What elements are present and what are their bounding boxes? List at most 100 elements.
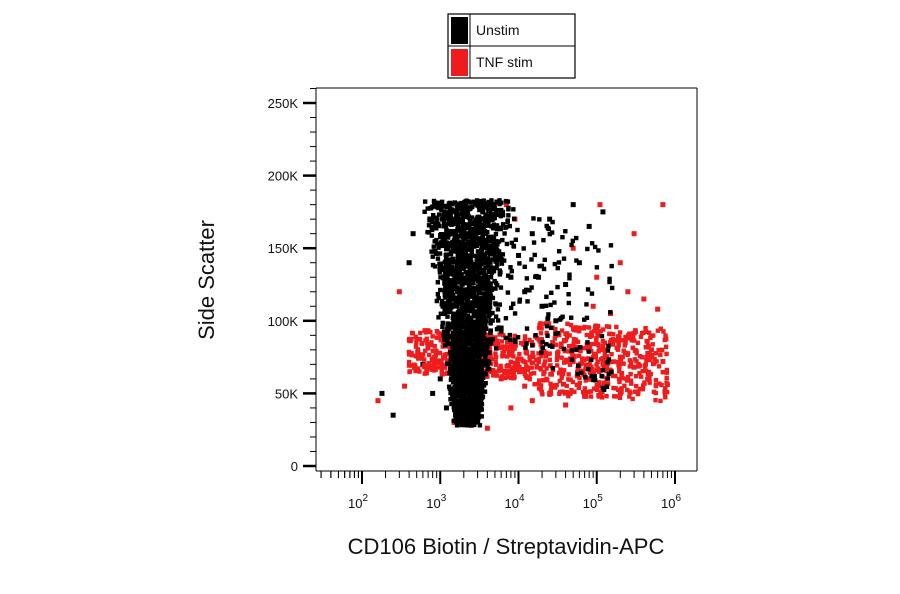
unstim-event — [430, 262, 436, 268]
tnf-stim-event — [438, 337, 443, 343]
tnf-stim-event — [553, 385, 558, 390]
unstim-event — [474, 365, 479, 370]
unstim-event — [484, 341, 489, 346]
unstim-event — [479, 230, 485, 235]
unstim-event — [436, 245, 441, 250]
tnf-stim-event — [571, 341, 576, 346]
unstim-event — [475, 286, 481, 291]
tnf-stim-event — [645, 343, 651, 349]
unstim-event — [478, 260, 483, 265]
unstim-event — [461, 329, 466, 334]
unstim-event — [442, 293, 448, 298]
unstim-event — [473, 253, 479, 259]
unstim-event — [451, 208, 456, 213]
unstim-event — [467, 397, 473, 403]
tnf-stim-event — [608, 331, 613, 337]
tnf-stim-event — [508, 359, 514, 364]
unstim-event — [443, 255, 449, 261]
unstim-event — [473, 376, 479, 381]
unstim-event — [442, 287, 448, 292]
unstim-event — [483, 274, 489, 279]
unstim-event — [458, 217, 464, 223]
tnf-stim-event — [495, 338, 500, 344]
unstim-event — [446, 384, 452, 389]
tnf-stim-event — [508, 370, 513, 375]
tnf-stim-event — [562, 360, 567, 365]
unstim-event — [453, 398, 458, 403]
tnf-stim-event — [658, 398, 663, 404]
tnf-stim-event — [604, 324, 610, 329]
unstim-event — [442, 301, 448, 306]
unstim-event — [481, 206, 486, 211]
data-point — [547, 216, 553, 222]
unstim-event — [452, 216, 458, 222]
unstim-event — [567, 276, 572, 281]
unstim-event — [427, 218, 432, 223]
unstim-event — [607, 276, 612, 282]
unstim-event — [430, 254, 435, 259]
tnf-stim-event — [500, 354, 505, 359]
tnf-stim-event — [589, 333, 595, 338]
tnf-stim-event — [572, 327, 577, 333]
unstim-event — [478, 286, 483, 291]
unstim-event — [574, 258, 579, 263]
unstim-event — [599, 373, 604, 379]
unstim-event — [524, 341, 529, 346]
unstim-event — [479, 244, 485, 249]
unstim-event — [481, 201, 486, 206]
unstim-event — [500, 211, 505, 216]
unstim-event — [502, 231, 507, 236]
unstim-event — [561, 346, 567, 352]
tnf-stim-event — [625, 387, 630, 393]
unstim-event — [431, 204, 436, 209]
tnf-stim-event — [661, 329, 666, 334]
unstim-event — [464, 253, 469, 259]
unstim-event — [476, 204, 482, 210]
tnf-stim-event — [623, 350, 629, 356]
unstim-event — [566, 300, 572, 306]
unstim-event — [480, 316, 485, 321]
unstim-event — [539, 350, 544, 355]
tnf-stim-event — [542, 359, 548, 364]
unstim-event — [473, 405, 478, 410]
tnf-stim-event — [583, 366, 588, 372]
unstim-event — [605, 360, 610, 365]
unstim-event — [468, 392, 473, 397]
y-tick-label: 50K — [275, 386, 298, 401]
unstim-event — [548, 325, 554, 331]
tnf-stim-event — [429, 357, 435, 363]
unstim-event — [476, 214, 481, 220]
unstim-event — [468, 256, 473, 261]
unstim-event — [545, 225, 551, 231]
unstim-event — [490, 248, 496, 254]
unstim-event — [470, 303, 476, 308]
tnf-stim-event — [559, 375, 564, 380]
unstim-event — [473, 224, 479, 230]
unstim-density — [422, 198, 615, 428]
unstim-event — [459, 200, 464, 206]
tnf-stim-event — [520, 358, 525, 363]
tnf-stim-event — [589, 348, 594, 354]
unstim-event — [488, 260, 493, 265]
unstim-event — [458, 337, 464, 342]
tnf-stim-event — [445, 370, 450, 375]
unstim-event — [453, 353, 458, 358]
unstim-event — [481, 383, 487, 388]
tnf-stim-event — [432, 365, 437, 371]
unstim-event — [487, 337, 493, 342]
unstim-event — [479, 384, 484, 389]
data-point — [539, 303, 545, 309]
unstim-event — [465, 281, 470, 286]
tnf-stim-event — [596, 380, 602, 385]
tnf-stim-event — [653, 382, 659, 388]
unstim-event — [475, 249, 481, 254]
tnf-stim-event — [493, 362, 499, 367]
tnf-stim-event — [539, 326, 544, 331]
unstim-event — [499, 329, 504, 334]
unstim-event — [542, 257, 547, 263]
tnf-stim-event — [638, 374, 644, 379]
unstim-event — [471, 368, 476, 373]
unstim-event — [460, 241, 466, 246]
unstim-event — [481, 253, 487, 258]
unstim-event — [471, 234, 476, 240]
